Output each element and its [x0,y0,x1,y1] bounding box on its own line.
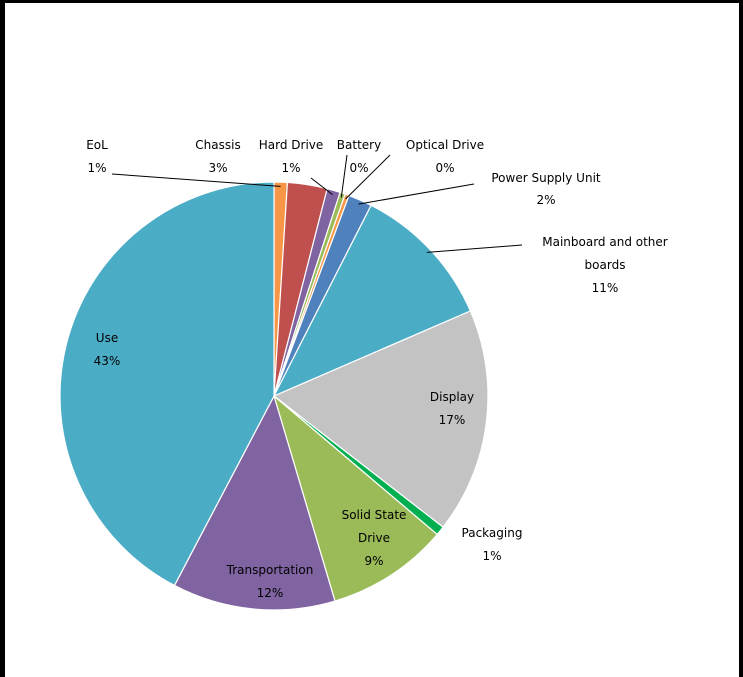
slice-label-hard-drive: Hard Drive [259,138,324,152]
slice-labels: EoL 1% Chassis 3% Hard Drive 1% Battery 0% Optic… [86,138,668,600]
pct-label-use: 43% [94,354,121,368]
slice-display [272,310,489,529]
leader-eol [111,173,281,187]
pct-label-solid-state-drive: 9% [364,554,383,568]
leader-battery [340,154,348,198]
slice-label-use: Use [96,331,118,345]
slice-label-transportation: Transportation [226,563,314,577]
slice-label-eol: EoL [86,138,108,152]
leader-power-supply-unit [358,183,475,205]
slice-label-packaging: Packaging [462,526,523,540]
slice-label-mainboard-and-other-boards-0: Mainboard and other [542,235,668,249]
pct-label-packaging: 1% [482,549,501,563]
pie-slices [59,181,489,611]
slice-solid-state-drive [272,394,439,602]
slice-label-chassis: Chassis [195,138,240,152]
pct-label-power-supply-unit: 2% [536,193,555,207]
pct-label-chassis: 3% [208,161,227,175]
slice-label-mainboard-and-other-boards-1: boards [585,258,626,272]
slice-label-solid-state-drive-1: Drive [358,531,390,545]
slice-label-power-supply-unit: Power Supply Unit [491,171,601,185]
leader-lines [111,154,523,253]
slice-label-solid-state-drive-0: Solid State [342,508,407,522]
pct-label-hard-drive: 1% [281,161,300,175]
pct-label-battery: 0% [349,161,368,175]
pct-label-transportation: 12% [257,586,284,600]
slice-transportation [173,394,336,611]
leader-optical-drive [345,154,391,200]
leader-hard-drive [310,177,333,195]
pct-label-optical-drive: 0% [435,161,454,175]
leader-mainboard-and-other-boards [426,244,523,253]
pct-label-eol: 1% [87,161,106,175]
pct-label-display: 17% [439,413,466,427]
pct-label-mainboard-and-other-boards: 11% [592,281,619,295]
slice-mainboard-and-other-boards [272,204,472,398]
slice-label-optical-drive: Optical Drive [406,138,484,152]
slice-use [59,181,275,587]
slice-label-display: Display [430,390,474,404]
slice-label-battery: Battery [337,138,381,152]
